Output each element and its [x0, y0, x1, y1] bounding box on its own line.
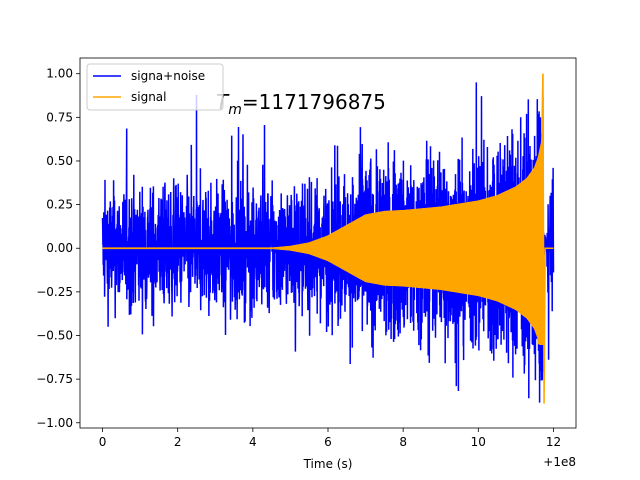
series-layer [101, 73, 555, 404]
legend-label-signal: signal [131, 90, 167, 104]
legend: signa+noise signal [86, 63, 224, 111]
y-tick-label: −0.50 [36, 329, 73, 343]
x-axis: 0 2 4 6 8 10 12 [99, 428, 561, 449]
y-tick-label: 1.00 [46, 67, 73, 81]
x-tick-label: 12 [546, 435, 561, 449]
x-tick-label: 0 [99, 435, 107, 449]
x-tick-label: 2 [174, 435, 182, 449]
annotation: Tm=1171796875 [216, 90, 386, 118]
y-tick-label: 0.75 [46, 110, 73, 124]
series-signal-merger [537, 73, 554, 404]
y-axis: −1.00 −0.75 −0.50 −0.25 0.00 0.25 0.50 0.75 1.00 [36, 67, 80, 430]
x-tick-label: 10 [471, 435, 486, 449]
y-tick-label: 0.00 [46, 241, 73, 255]
y-tick-label: −0.25 [36, 285, 73, 299]
legend-label-signal-noise: signa+noise [131, 69, 205, 83]
x-offset-label: +1e8 [543, 455, 576, 469]
annotation-text: =1171796875 [242, 90, 386, 114]
y-tick-label: 0.50 [46, 154, 73, 168]
annotation-subscript: m [228, 102, 242, 118]
x-tick-label: 6 [324, 435, 332, 449]
y-tick-label: −0.75 [36, 372, 73, 386]
y-tick-label: 0.25 [46, 198, 73, 212]
y-tick-label: −1.00 [36, 416, 73, 430]
x-tick-label: 4 [249, 435, 257, 449]
x-tick-label: 8 [399, 435, 407, 449]
x-axis-label: Time (s) [303, 457, 353, 471]
